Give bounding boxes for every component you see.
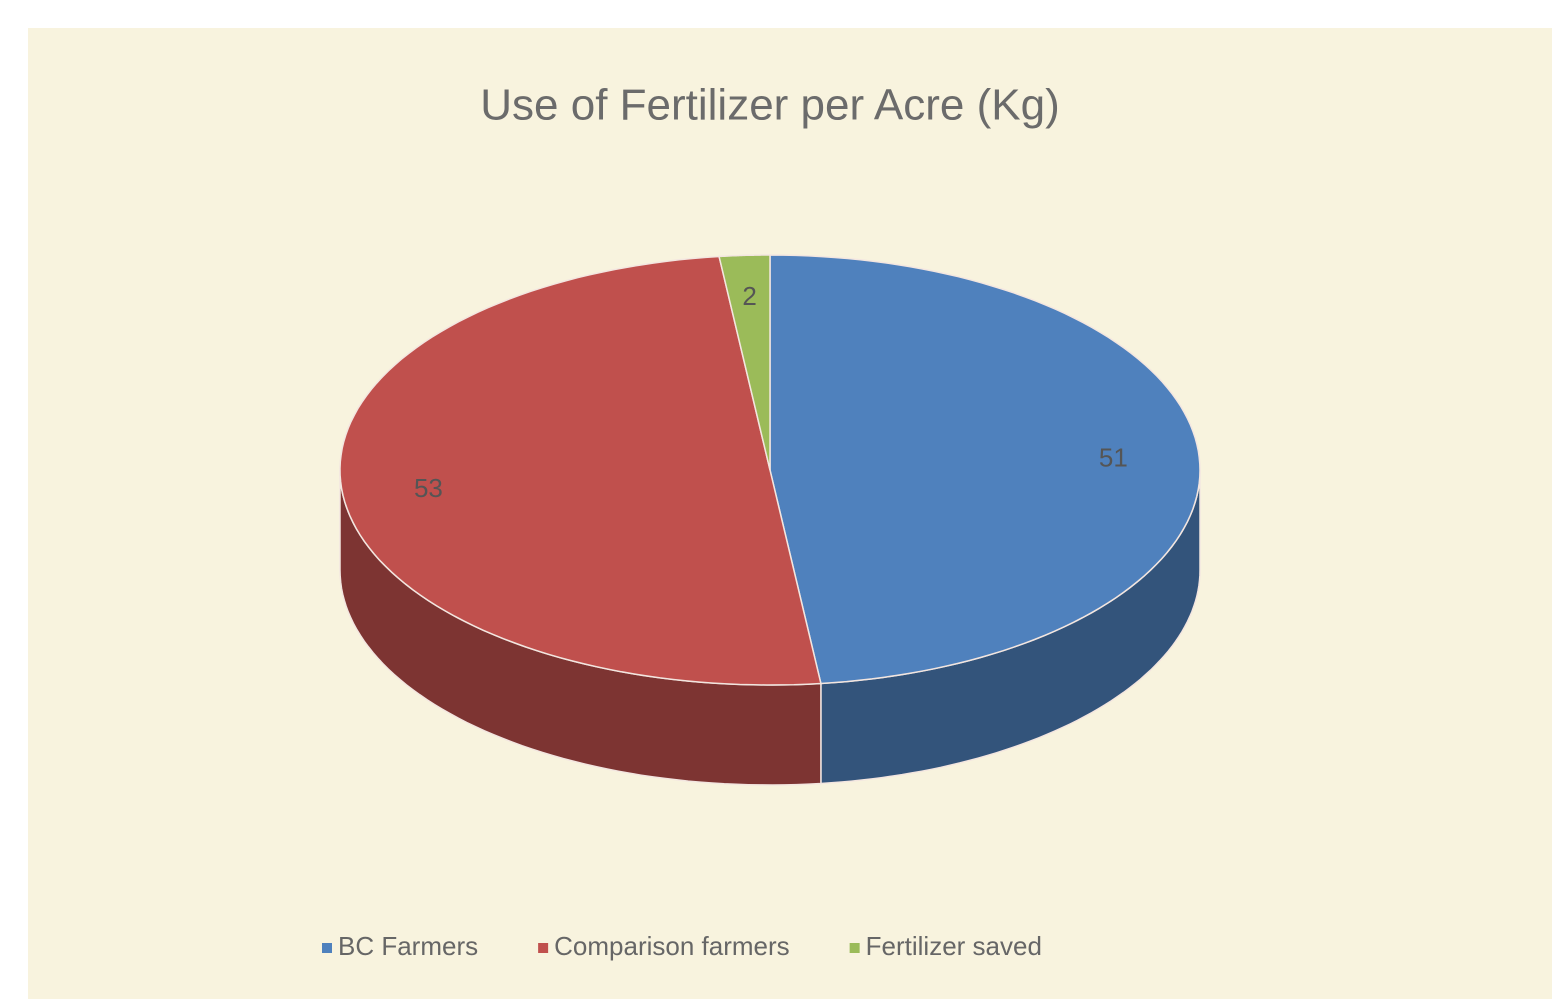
legend-label: Comparison farmers xyxy=(554,931,790,961)
data-label: 53 xyxy=(414,473,443,503)
legend-label: BC Farmers xyxy=(338,931,478,961)
pie-slice xyxy=(718,254,771,471)
legend-swatch xyxy=(849,943,860,953)
pie-slice xyxy=(339,255,822,686)
chart-title: Use of Fertilizer per Acre (Kg) xyxy=(480,81,1060,130)
data-label: 2 xyxy=(742,281,756,311)
pie-slice xyxy=(769,254,1201,685)
legend-swatch xyxy=(538,943,549,953)
legend-swatch xyxy=(322,943,332,953)
data-label: 51 xyxy=(1099,443,1128,473)
legend-label: Fertilizer saved xyxy=(866,931,1042,961)
